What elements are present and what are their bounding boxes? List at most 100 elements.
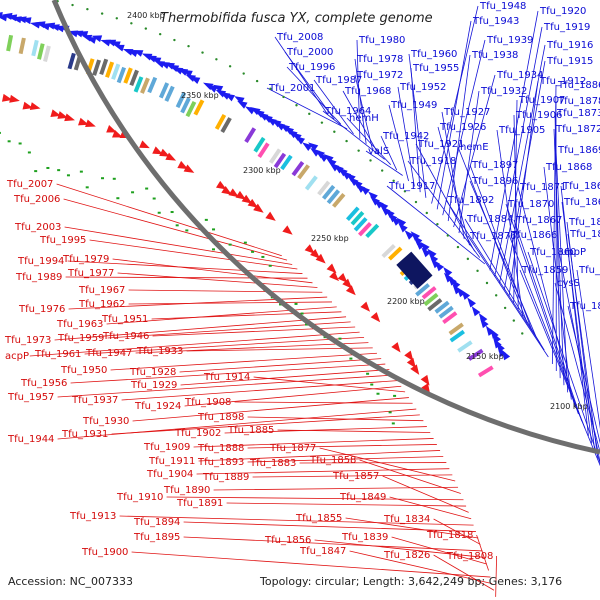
genome-map: 2400 kbp 2350 kbp 2300 kbp 2250 kbp 2200…: [0, 0, 600, 600]
gene-label-blue: Tfu_1949: [390, 100, 437, 111]
gene-label-blue: Tfu_1867: [515, 215, 562, 226]
cog-category-block: [31, 40, 38, 56]
gene-label-red: Tfu_1951: [101, 314, 148, 325]
gene-label-red: Tfu_1849: [339, 492, 386, 503]
gc-tick-mark: [0, 132, 1, 134]
cog-category-block: [68, 53, 76, 69]
gene-label-red: Tfu_1973: [4, 335, 51, 346]
tick-dot: [321, 121, 323, 123]
reverse-gene-arrow: [265, 212, 275, 221]
cog-category-block: [19, 38, 26, 54]
gene-label-blue: Tfu_2001: [268, 83, 315, 94]
gene-label-red: Tfu_1857: [332, 471, 379, 482]
gene-label-red: Tfu_1929: [130, 380, 177, 391]
reverse-gene-arrow: [360, 302, 370, 312]
gc-tick-mark: [366, 373, 369, 375]
map-title: Thermobifida fusca YX, complete genome: [160, 11, 433, 26]
reverse-gene-arrow: [410, 364, 419, 374]
tick-dot: [282, 96, 284, 98]
gene-label-red: Tfu_1937: [71, 395, 118, 406]
gene-label-red: Tfu_1858: [309, 455, 356, 466]
gc-tick-mark: [393, 395, 396, 397]
gene-label-red: Tfu_1891: [176, 498, 223, 509]
reverse-gene-arrow: [327, 263, 337, 273]
gene-label-red: Tfu_1979: [62, 254, 109, 265]
kbp-tick-label: 2250 kbp: [311, 234, 349, 243]
gene-label-blue: Tfu_1939: [486, 35, 533, 46]
gc-tick-mark: [251, 251, 254, 253]
tick-dot: [201, 51, 203, 53]
gene-label-red: Tfu_1977: [67, 268, 114, 279]
gc-tick-mark: [370, 384, 373, 386]
tick-dot: [436, 223, 438, 225]
gene-label-red: Tfu_1928: [129, 367, 176, 378]
gene-label-blue: Tfu_1906: [515, 110, 562, 121]
kbp-tick-label: 2350 kbp: [181, 91, 219, 100]
tick-dot: [295, 104, 297, 106]
tick-dot: [173, 39, 175, 41]
gene-label-red: Tfu_1902: [174, 428, 221, 439]
gc-tick-mark: [338, 338, 341, 340]
red-connector-line: [118, 273, 318, 288]
gene-label-red: Tfu_1994: [17, 256, 64, 267]
gc-tick-mark: [244, 242, 247, 244]
gc-tick-mark: [28, 151, 31, 153]
gc-tick-mark: [349, 358, 352, 360]
gene-label-red: Tfu_2003: [14, 222, 61, 233]
gc-tick-mark: [205, 219, 208, 221]
gene-label-red: Tfu_1888: [197, 443, 244, 454]
gene-label-blue: Tfu_1921: [417, 139, 464, 150]
cog-category-block: [43, 46, 51, 62]
gene-label-red: Tfu_1962: [78, 299, 125, 310]
red-connector-line: [129, 302, 332, 304]
gc-tick-mark: [389, 411, 392, 413]
gene-label-blue: Tfu_1943: [472, 16, 519, 27]
gene-label-red: Tfu_1956: [20, 378, 67, 389]
gene-label-red: Tfu_1947: [85, 348, 132, 359]
accession-text: Accession: NC_007333: [8, 575, 133, 588]
tick-dot: [187, 45, 189, 47]
tick-dot: [215, 58, 217, 60]
cog-category-block: [6, 35, 13, 51]
gene-label-red: Tfu_1924: [134, 401, 181, 412]
gene-label-red: Tfu_1856: [264, 535, 311, 546]
gc-tick-mark: [261, 256, 264, 258]
gene-label-blue: Tfu_1846: [569, 229, 600, 240]
forward-gene-arrow: [467, 297, 476, 307]
tick-dot: [71, 4, 73, 6]
gc-tick-mark: [131, 191, 134, 193]
red-connector-line: [214, 487, 458, 490]
gene-label-red: Tfu_1834: [383, 514, 430, 525]
gene-label-red: Tfu_1847: [299, 546, 346, 557]
reverse-gene-arrow: [391, 342, 400, 352]
tick-dot: [242, 72, 244, 74]
tick-dot: [495, 294, 497, 296]
gene-label-blue: Tfu_1952: [399, 82, 446, 93]
gene-label-red: Tfu_1944: [7, 434, 54, 445]
gc-tick-mark: [46, 167, 49, 169]
tick-dot: [415, 201, 417, 203]
cog-category-block: [244, 127, 256, 143]
gene-label-blue: hemH: [349, 113, 379, 124]
gc-tick-mark: [171, 211, 174, 213]
gene-label-red: Tfu_1967: [78, 285, 125, 296]
gene-label-blue: Tfu_1859: [521, 265, 568, 276]
gc-tick-mark: [8, 140, 11, 142]
blue-connector-line: [389, 105, 409, 181]
gene-label-red: Tfu_1818: [426, 530, 473, 541]
gene-label-blue: Tfu_1905: [498, 125, 545, 136]
tick-dot: [521, 332, 523, 334]
gene-label-red: Tfu_1959: [57, 333, 104, 344]
cog-category-block: [37, 43, 45, 59]
gene-label-blue: Tfu_1828: [569, 301, 600, 312]
gene-label-blue: Tfu_1871: [519, 182, 566, 193]
gc-tick-mark: [176, 224, 179, 226]
gene-label-red: Tfu_1898: [197, 412, 244, 423]
tick-dot: [513, 319, 515, 321]
reverse-gene-arrow: [9, 95, 20, 103]
forward-gene-arrow: [114, 45, 125, 52]
gene-label-blue: Tfu_1892: [447, 195, 494, 206]
gene-label-blue: Tfu_1920: [539, 6, 586, 17]
gene-label-red: Tfu_1893: [197, 457, 244, 468]
gene-label-red: Tfu_1946: [102, 331, 149, 342]
